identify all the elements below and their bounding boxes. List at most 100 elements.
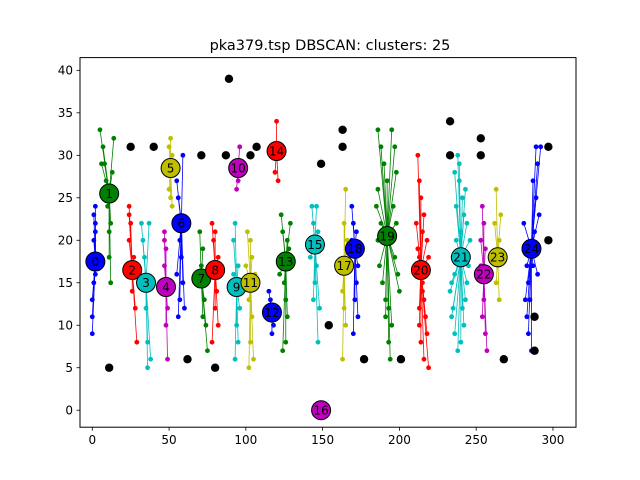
cluster-10-point-2 (235, 178, 241, 184)
cluster-13-point-8 (280, 348, 286, 354)
cluster-13-point-6 (284, 314, 290, 320)
cluster-24-point-10 (524, 314, 530, 320)
cluster-17-link-6 (342, 265, 345, 360)
cluster-19-point-8 (390, 203, 396, 209)
cluster-21-point-13 (455, 348, 461, 354)
cluster-6-point-7 (182, 305, 187, 311)
cluster-13-point-4 (281, 280, 287, 286)
cluster-16-label: 16 (313, 404, 328, 418)
x-tick-label-250: 250 (465, 433, 488, 447)
y-tick-label-30: 30 (58, 149, 73, 163)
cluster-21-point-15 (461, 322, 467, 328)
cluster-6-point-2 (177, 237, 183, 243)
cluster-21-point-1 (456, 178, 462, 184)
cluster-4-point-4 (163, 322, 169, 328)
cluster-9-point-2 (235, 263, 241, 269)
cluster-17-label: 17 (336, 259, 351, 273)
cluster-11-label: 11 (243, 276, 258, 290)
cluster-10-point-0 (234, 186, 240, 192)
cluster-22-label: 22 (476, 268, 491, 282)
noise-point-17 (445, 151, 455, 160)
cluster-21-point-0 (455, 152, 461, 158)
cluster-19-point-23 (387, 356, 393, 362)
cluster-18-point-3 (355, 263, 361, 269)
cluster-22-point-6 (482, 331, 488, 337)
cluster-9-point-3 (237, 305, 243, 311)
cluster-16-center (311, 400, 332, 421)
cluster-8-point-4 (212, 305, 218, 311)
cluster-0-point-1 (89, 314, 95, 320)
cluster-24-point-9 (522, 297, 528, 303)
cluster-11-point-3 (246, 297, 252, 303)
cluster-6-point-9 (174, 271, 180, 277)
cluster-5-center (160, 158, 181, 179)
noise-point-2 (149, 142, 158, 152)
cluster-1-point-4 (105, 203, 111, 209)
noise-point-3 (183, 355, 192, 364)
cluster-14-point-0 (274, 118, 279, 124)
cluster-18-label: 18 (347, 242, 362, 256)
noise-point-9 (252, 142, 261, 152)
cluster-19-point-13 (383, 297, 388, 303)
cluster-8-center (205, 260, 226, 281)
cluster-21-point-4 (458, 229, 464, 235)
cluster-20-point-11 (424, 331, 430, 337)
cluster-0-point-3 (91, 280, 97, 286)
cluster-9-link-1 (234, 223, 238, 288)
cluster-0-point-6 (92, 229, 98, 235)
cluster-19-link-19 (385, 236, 388, 317)
cluster-13-point-9 (287, 220, 293, 226)
cluster-11-center (240, 272, 261, 293)
cluster-2-point-0 (126, 203, 132, 209)
noise-point-6 (221, 151, 231, 160)
cluster-11-point-0 (244, 229, 250, 235)
cluster-9-point-1 (232, 220, 238, 226)
cluster-5-point-2 (166, 186, 172, 192)
cluster-19-point-17 (395, 271, 401, 277)
cluster-11-point-8 (243, 263, 249, 269)
cluster-4-point-6 (162, 237, 167, 243)
cluster-7-point-3 (201, 297, 207, 303)
cluster-11-point-1 (248, 237, 253, 243)
cluster-7-point-4 (203, 322, 209, 328)
noise-point-1 (126, 142, 135, 152)
cluster-17-point-1 (341, 220, 347, 226)
cluster-19-point-15 (389, 322, 395, 328)
cluster-19-point-21 (373, 203, 379, 209)
cluster-0-point-9 (92, 203, 98, 209)
cluster-12-point-1 (268, 297, 273, 303)
noise-point-20 (499, 355, 509, 364)
cluster-7-point-6 (200, 314, 206, 320)
cluster-8-point-2 (215, 254, 221, 260)
cluster-3-point-2 (142, 254, 147, 260)
cluster-3-center (136, 272, 157, 293)
cluster-6-point-4 (180, 280, 186, 286)
cluster-0-point-2 (89, 297, 95, 303)
cluster-15-point-4 (314, 263, 319, 269)
cluster-1-point-9 (111, 135, 117, 141)
y-tick-label-40: 40 (58, 64, 73, 78)
cluster-8-point-6 (209, 339, 215, 345)
cluster-14-point-2 (275, 178, 281, 184)
cluster-2-point-1 (128, 220, 134, 226)
cluster-21-label: 21 (453, 251, 468, 265)
cluster-22-point-0 (479, 203, 485, 209)
cluster-17-point-4 (341, 305, 347, 311)
cluster-0-point-7 (92, 220, 98, 226)
cluster-21-point-25 (452, 169, 458, 175)
cluster-1-point-5 (106, 229, 112, 235)
y-tick-label-35: 35 (58, 106, 73, 120)
cluster-19-point-5 (392, 144, 398, 150)
cluster-24-point-15 (538, 144, 544, 150)
cluster-19-link-5 (386, 146, 396, 237)
cluster-19-point-4 (389, 127, 395, 133)
cluster-11-link-7 (248, 282, 251, 368)
cluster-6-point-0 (174, 178, 180, 184)
noise-point-16 (445, 117, 455, 126)
cluster-2-point-4 (129, 288, 135, 294)
cluster-24-point-13 (530, 263, 536, 269)
cluster-15-label: 15 (307, 238, 322, 252)
cluster-13-point-1 (280, 229, 286, 235)
cluster-24-point-3 (533, 195, 539, 201)
cluster-21-point-16 (459, 305, 465, 311)
